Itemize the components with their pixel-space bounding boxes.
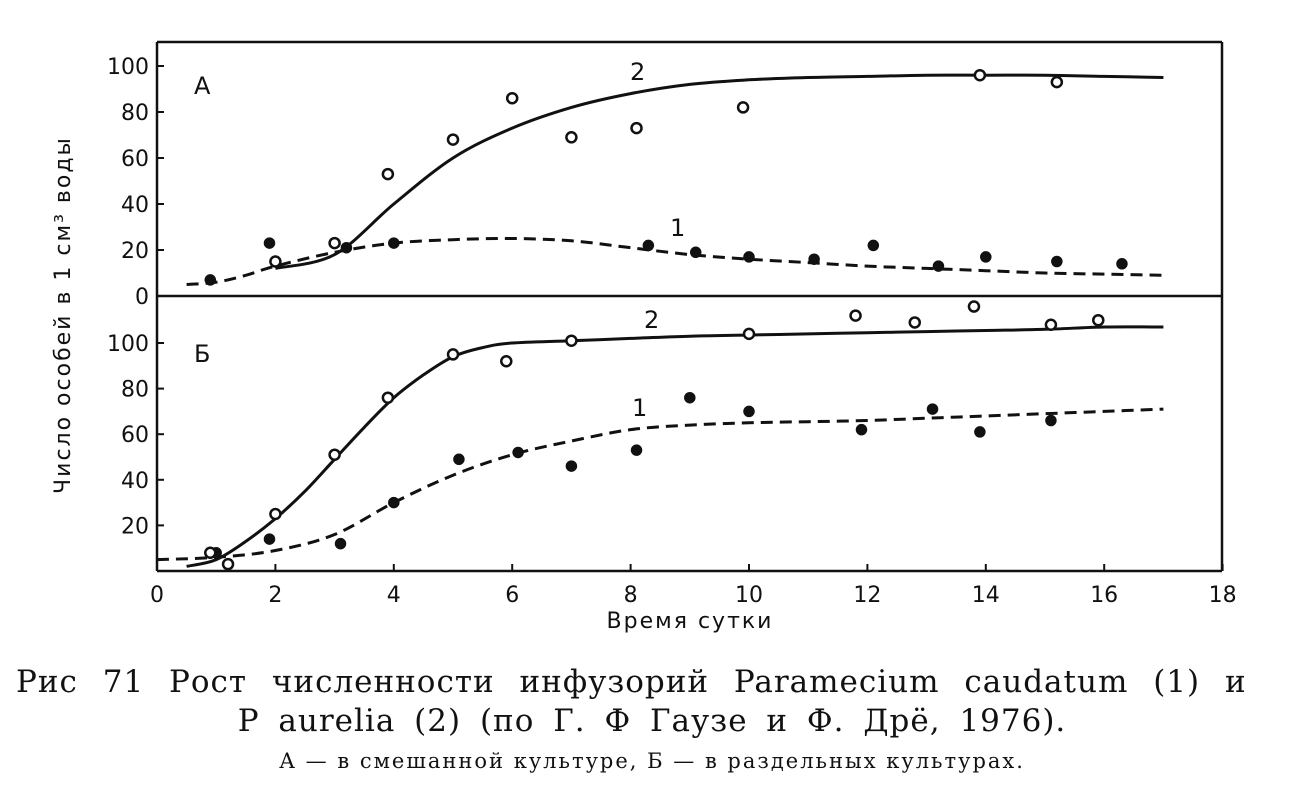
panel-1-ytick-label: 80 [121,378,149,403]
panel-0-series-2-point [381,167,395,181]
xtick-label: 0 [150,583,164,608]
panel-0-series-2-point [973,68,987,82]
panel-1-series-1-point [334,537,347,550]
panel-1-series-1-point [630,444,643,456]
panel-1-ytick-label: 40 [121,469,149,494]
panel-0-series-1-point [867,239,880,252]
panel-0-series-2-point [630,121,643,135]
panel-0-series-1-point [743,251,755,263]
panel-0-ytick-label: 0 [135,285,149,310]
panel-0-series-1-point [642,239,655,252]
panel-1-series-1-point [1045,414,1057,427]
panel-0-series-2-point [505,91,519,105]
panel-0-series-1-point [1116,258,1128,270]
figure-caption-line-2: P aurelia (2) (по Г. Ф Гаузе и Ф. Дрё, 1… [237,703,1067,739]
panel-0-series-2-point [328,236,341,250]
panel-1-ytick-label: 100 [107,332,149,357]
panel-1-series-1-point [565,460,578,472]
panel-1-series-1-point [974,426,986,438]
panel-0-ytick-label: 80 [121,101,149,126]
figure-caption-line-3: А — в смешанной культуре, Б — в раздельн… [279,749,1025,773]
panel-1-series-2-point [742,327,756,341]
panel-1-series-2-point [446,348,460,361]
panel-1-series-1-point [263,533,276,545]
panel-0-series-1-point [808,253,820,265]
panel-1-series-1-curve [156,407,1164,562]
y-axis-title: Число особей в 1 см³ воды [51,136,76,494]
panel-0-ytick-label: 40 [121,193,149,218]
panel-0-series-1-point [980,251,992,263]
panel-1-series-2-point [1092,313,1105,327]
chart-frame [155,40,1224,573]
panel-0-series-2-point [565,131,578,144]
xtick-label: 18 [1209,583,1237,608]
panel-1-series-1-point [512,446,524,459]
panel-a-series-1-label: 1 [670,214,685,242]
panel-0-series-2-point [1050,75,1064,89]
panel-1-series-2-curve [186,325,1164,568]
panel-1-ytick-label: 60 [121,423,149,448]
panel-0-series-1-point [204,274,217,286]
panel-0-ytick-label: 100 [107,55,149,80]
xtick-label: 8 [624,583,638,608]
figure-caption-line-1: Рис 71 Рост численности инфузорий Parame… [16,664,1247,700]
xtick-label: 10 [735,583,763,608]
panel-b-series-1-label: 1 [632,394,647,422]
panel-0-series-1-point [388,237,400,249]
panel-1-series-2-point [1044,318,1058,332]
panel-b-label: Б [194,340,210,368]
panel-1-series-1-point [855,423,868,436]
x-axis-title: Время сутки [607,609,774,634]
panel-0-series-2-curve [275,73,1164,270]
panel-1-series-1-point [684,391,696,404]
panel-0-ytick-label: 60 [121,147,149,172]
panel-1-series-1-point [743,405,755,418]
panel-1-series-2-point [204,546,217,560]
panel-1-series-1-point [453,453,465,466]
xtick-label: 16 [1090,583,1118,608]
panel-0-series-1-curve [186,236,1164,286]
panel-0-series-1-point [689,246,702,259]
panel-0-series-1-point [263,237,276,249]
panel-0-series-1-point [932,260,945,272]
panel-1-series-2-point [565,334,578,347]
panel-1-series-2-point [967,300,981,313]
panel-a-label: А [194,72,211,100]
panel-1-series-1-point [388,496,400,509]
panel-1-series-2-point [269,507,282,521]
panel-1-series-2-point [221,557,235,571]
panel-1-series-1-point [926,403,939,415]
panel-0-series-1-point [1051,255,1063,268]
xtick-label: 2 [268,583,282,608]
chart-marks [156,68,1164,571]
panel-0-series-2-point [446,133,460,146]
panel-1-ytick-label: 20 [121,514,149,539]
panel-1-series-2-point [328,448,341,461]
panel-1-series-2-point [849,309,862,322]
panel-1-series-2-point [908,316,922,329]
xtick-label: 14 [972,583,1000,608]
panel-0-series-2-point [269,255,282,268]
panel-0-ytick-label: 20 [121,239,149,264]
panel-a-series-2-label: 2 [630,58,645,86]
panel-0-series-2-point [736,101,750,114]
xtick-label: 12 [853,583,881,608]
panel-1-series-2-point [381,391,395,404]
panel-b-series-2-label: 2 [644,306,659,334]
xtick-label: 6 [505,583,519,608]
panel-1-series-2-point [500,354,513,368]
xtick-label: 4 [387,583,401,608]
